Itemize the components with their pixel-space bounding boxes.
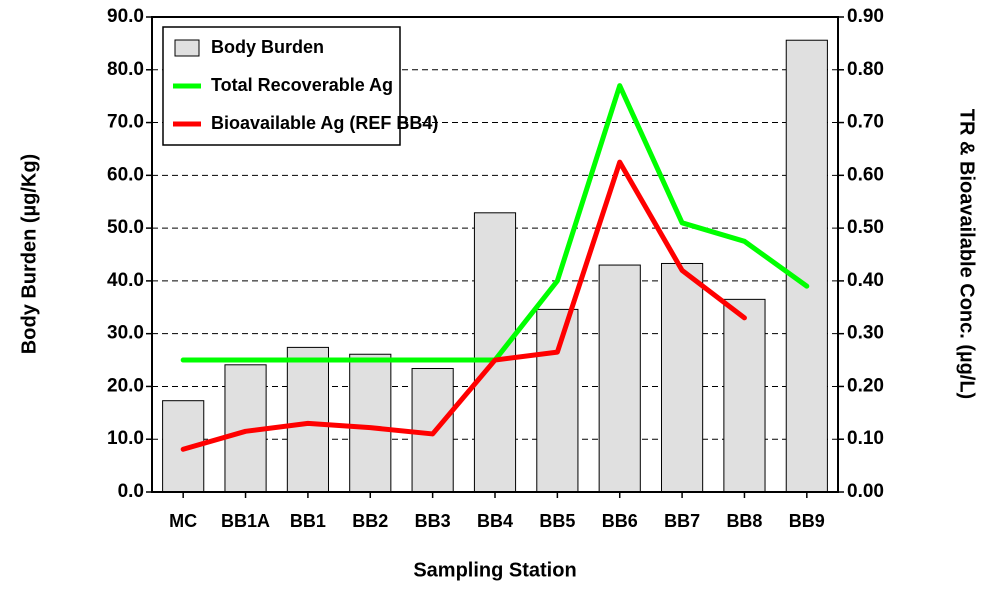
x-axis-title: Sampling Station — [413, 559, 576, 581]
bar — [723, 298, 766, 493]
y2-tick-label: 0.80 — [847, 59, 884, 80]
bar — [536, 308, 579, 493]
y2-axis-title: TR & Bioavailable Conc. (µg/L) — [956, 109, 978, 399]
y2-tick-label: 0.00 — [847, 481, 884, 502]
x-tick-label: BB1 — [290, 511, 326, 531]
y-axis-title: Body Burden (µg/Kg) — [18, 154, 40, 354]
y2-tick-label: 0.40 — [847, 270, 884, 291]
x-tick-label: BB3 — [415, 511, 451, 531]
y-tick-label: 80.0 — [107, 59, 144, 80]
y2-tick-label: 0.90 — [847, 6, 884, 27]
legend-label: Body Burden — [211, 37, 324, 57]
bar — [286, 346, 329, 493]
legend-label: Total Recoverable Ag — [211, 75, 393, 95]
legend-box — [162, 26, 401, 146]
y-tick-label: 40.0 — [107, 270, 144, 291]
y2-tick-label: 0.30 — [847, 323, 884, 344]
x-tick-label: BB6 — [602, 511, 638, 531]
y-tick-label: 70.0 — [107, 112, 144, 133]
y-tick-label: 0.0 — [118, 481, 144, 502]
x-tick-label: BB7 — [664, 511, 700, 531]
x-tick-label: BB1A — [221, 511, 270, 531]
plot-frame — [151, 16, 839, 493]
legend-label: Bioavailable Ag (REF BB4) — [211, 113, 438, 133]
x-tick-label: MC — [169, 511, 197, 531]
x-tick-label: BB5 — [539, 511, 575, 531]
bar — [349, 353, 392, 493]
y2-tick-label: 0.20 — [847, 375, 884, 396]
bar — [785, 39, 828, 493]
x-tick-label: BB9 — [789, 511, 825, 531]
legend-swatch — [174, 39, 200, 57]
y2-tick-label: 0.70 — [847, 112, 884, 133]
bar — [661, 262, 704, 493]
y-tick-label: 10.0 — [107, 428, 144, 449]
y2-tick-label: 0.60 — [847, 164, 884, 185]
bar — [598, 264, 641, 493]
bar — [473, 212, 517, 493]
y2-tick-label: 0.10 — [847, 428, 884, 449]
y-tick-label: 50.0 — [107, 217, 144, 238]
y2-tick-label: 0.50 — [847, 217, 884, 238]
x-tick-label: BB8 — [726, 511, 762, 531]
x-tick-label: BB2 — [352, 511, 388, 531]
y-tick-label: 20.0 — [107, 375, 144, 396]
line — [180, 159, 747, 452]
x-tick-label: BB4 — [477, 511, 513, 531]
y-tick-label: 90.0 — [107, 6, 144, 27]
y-tick-label: 60.0 — [107, 164, 144, 185]
y-tick-label: 30.0 — [107, 323, 144, 344]
